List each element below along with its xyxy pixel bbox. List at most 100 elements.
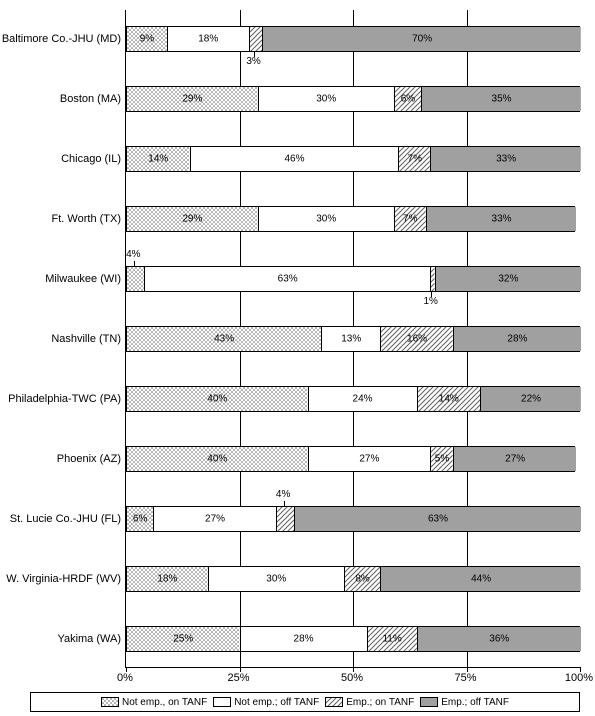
segment-value-label: 13% <box>341 334 361 345</box>
segment-value-label: 36% <box>489 634 509 645</box>
segment-value-label: 5% <box>435 454 449 465</box>
x-tick-label: 0% <box>117 672 133 684</box>
bar-segment: 30% <box>259 207 395 231</box>
bar-segment: 16% <box>381 327 454 351</box>
bar-segment: 27% <box>454 447 577 471</box>
segment-value-label: 27% <box>359 454 379 465</box>
segment-value-label: 40% <box>207 394 227 405</box>
legend-swatch <box>213 697 231 707</box>
segment-value-label: 25% <box>173 634 193 645</box>
legend-label: Emp.; off TANF <box>441 697 509 708</box>
bar-segment: 32% <box>436 267 581 291</box>
segment-value-label: 24% <box>353 394 373 405</box>
segment-value-label: 6% <box>133 514 147 525</box>
y-axis-label: Philadelphia-TWC (PA) <box>1 393 121 405</box>
bar-segment: 30% <box>209 567 345 591</box>
legend-label: Emp.; on TANF <box>346 697 414 708</box>
segment-value-label: 29% <box>182 94 202 105</box>
bar-segment: 33% <box>431 147 581 171</box>
segment-value-label: 14% <box>439 394 459 405</box>
y-axis-label: Baltimore Co.-JHU (MD) <box>1 33 121 45</box>
segment-value-label: 27% <box>505 454 525 465</box>
segment-value-label: 32% <box>498 274 518 285</box>
bar-row: 6% 27% 63% <box>126 506 580 532</box>
x-tick-label: 100% <box>565 672 593 684</box>
segment-value-label: 40% <box>207 454 227 465</box>
callout-label: 1% <box>423 296 437 307</box>
bar-segment: 11% <box>368 627 418 651</box>
bar-segment: 14% <box>418 387 482 411</box>
y-axis-label: Boston (MA) <box>1 93 121 105</box>
legend-label: Not emp.; off TANF <box>234 697 319 708</box>
bar-segment: 18% <box>127 567 209 591</box>
segment-value-label: 16% <box>407 334 427 345</box>
y-axis-label: Milwaukee (WI) <box>1 273 121 285</box>
legend-swatch <box>420 697 438 707</box>
bar-segment: 29% <box>127 207 259 231</box>
segment-value-label: 33% <box>492 214 512 225</box>
bar-segment: 35% <box>422 87 581 111</box>
legend: Not emp., on TANF Not emp.; off TANF Emp.;… <box>30 692 580 712</box>
segment-value-label: 63% <box>428 514 448 525</box>
y-axis-label: Nashville (TN) <box>1 333 121 345</box>
y-axis-label: Phoenix (AZ) <box>1 453 121 465</box>
bar-segment: 14% <box>127 147 191 171</box>
segment-value-label: 28% <box>294 634 314 645</box>
bar-segment: 43% <box>127 327 322 351</box>
bar-segment: 33% <box>427 207 577 231</box>
bar-segment: 40% <box>127 387 309 411</box>
bar-segment: 40% <box>127 447 309 471</box>
legend-item: Emp.; off TANF <box>420 697 509 708</box>
segment-value-label: 43% <box>214 334 234 345</box>
bar-segment: 5% <box>431 447 454 471</box>
bar-row: 29% 30% 7% 33% <box>126 206 575 232</box>
bar-segment: 29% <box>127 87 259 111</box>
legend-item: Emp.; on TANF <box>325 697 414 708</box>
bar-segment: 6% <box>127 507 154 531</box>
y-axis-label: Ft. Worth (TX) <box>1 213 121 225</box>
segment-value-label: 63% <box>278 274 298 285</box>
bar-row: 40% 27% 5% 27% <box>126 446 575 472</box>
segment-value-label: 11% <box>382 634 401 645</box>
callout-line <box>284 501 285 506</box>
callout-label: 4% <box>126 249 140 260</box>
y-axis-label: W. Virginia-HRDF (WV) <box>1 573 121 585</box>
bar-segment: 46% <box>191 147 400 171</box>
bar-segment: 63% <box>145 267 431 291</box>
y-axis-label: Chicago (IL) <box>1 153 121 165</box>
bar-row: 9% 18% 70% <box>126 26 580 52</box>
bar-row: 25% 28% 11% 36% <box>126 626 580 652</box>
segment-value-label: 18% <box>198 34 218 45</box>
bar-segment: 27% <box>154 507 277 531</box>
bar-segment: 9% <box>127 27 168 51</box>
bar-segment: 8% <box>345 567 381 591</box>
legend-item: Not emp.; off TANF <box>213 697 319 708</box>
bar-row: 14% 46% 7% 33% <box>126 146 580 172</box>
bar-row: 63% 32% <box>126 266 580 292</box>
segment-value-label: 7% <box>403 214 417 225</box>
bar-segment: 13% <box>322 327 381 351</box>
segment-value-label: 46% <box>284 154 304 165</box>
bar-segment: 22% <box>481 387 581 411</box>
bar-segment: 6% <box>395 87 422 111</box>
segment-value-label: 30% <box>266 574 286 585</box>
legend-swatch <box>325 697 343 707</box>
segment-value-label: 18% <box>157 574 177 585</box>
segment-value-label: 30% <box>316 214 336 225</box>
segment-value-label: 8% <box>355 574 369 585</box>
segment-value-label: 30% <box>316 94 336 105</box>
callout-label: 3% <box>246 56 260 67</box>
bar-segment: 30% <box>259 87 395 111</box>
y-axis-label: St. Lucie Co.-JHU (FL) <box>1 513 121 525</box>
segment-value-label: 28% <box>507 334 527 345</box>
bar-segment: 70% <box>263 27 581 51</box>
bar-segment: 44% <box>381 567 581 591</box>
x-tick-label: 25% <box>227 672 249 684</box>
bar-segment <box>277 507 295 531</box>
segment-value-label: 9% <box>140 34 154 45</box>
bar-segment <box>127 267 145 291</box>
bar-segment: 25% <box>127 627 241 651</box>
segment-value-label: 7% <box>408 154 422 165</box>
legend-label: Not emp., on TANF <box>122 697 207 708</box>
bar-row: 18% 30% 8% 44% <box>126 566 580 592</box>
